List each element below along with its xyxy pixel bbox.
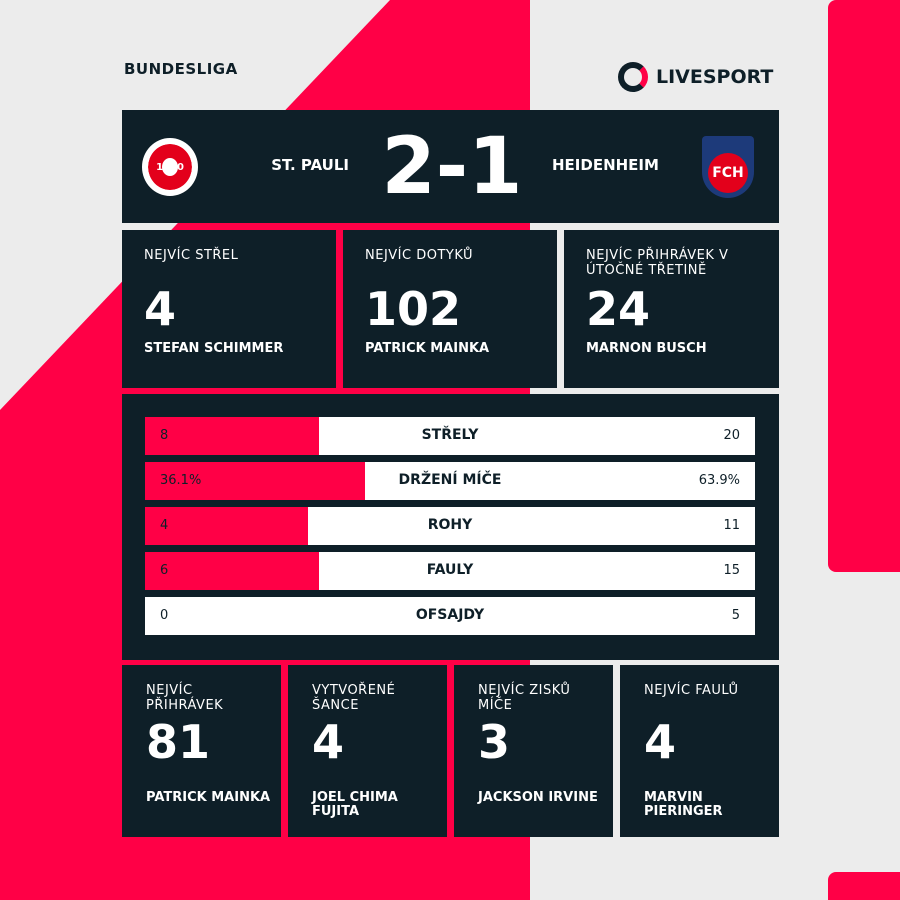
stat-label: NEJVÍC FAULŮ xyxy=(644,683,739,698)
stat-label: NEJVÍC PŘIHRÁVEK V ÚTOČNÉ TŘETINĚ xyxy=(586,248,729,278)
top-card: NEJVÍC PŘIHRÁVEK V ÚTOČNÉ TŘETINĚ 24 MARNO… xyxy=(564,230,779,388)
top-card: NEJVÍC DOTYKŮ 102 PATRICK MAINKA xyxy=(343,230,557,388)
stat-name: DRŽENÍ MÍČE xyxy=(398,472,502,488)
player-name: MARVIN PIERINGER xyxy=(644,790,723,819)
home-value: 4 xyxy=(160,518,169,533)
home-share-bar xyxy=(145,507,308,545)
player-name: PATRICK MAINKA xyxy=(146,790,271,805)
stat-name: FAULY xyxy=(426,562,474,578)
league-title: BUNDESLIGA xyxy=(124,60,238,78)
away-value: 63.9% xyxy=(698,473,740,488)
home-share-bar xyxy=(145,462,366,500)
stat-label: NEJVÍC ZISKŮ MÍČE xyxy=(478,683,571,713)
home-value: 36.1% xyxy=(160,473,202,488)
score: 2-1 xyxy=(381,122,523,212)
away-value: 15 xyxy=(723,563,740,578)
bottom-card: NEJVÍC ZISKŮ MÍČE 3 JACKSON IRVINE xyxy=(454,665,613,837)
st-pauli-crest-icon: 1910 xyxy=(142,138,198,196)
home-value: 0 xyxy=(160,608,169,623)
stat-row: 4 ROHY 11 xyxy=(145,507,755,545)
away-value: 5 xyxy=(731,608,740,623)
player-name: MARNON BUSCH xyxy=(586,341,707,356)
player-name: JACKSON IRVINE xyxy=(478,790,598,805)
stat-label: NEJVÍC STŘEL xyxy=(144,248,239,263)
bottom-card: VYTVOŘENÉ ŠANCE 4 JOEL CHIMA FUJITA xyxy=(288,665,447,837)
stat-label: NEJVÍC PŘIHRÁVEK xyxy=(146,683,224,713)
stat-name: STŘELY xyxy=(421,427,479,443)
home-value: 8 xyxy=(160,428,169,443)
player-name: PATRICK MAINKA xyxy=(365,341,490,356)
home-value: 6 xyxy=(160,563,169,578)
bottom-card: NEJVÍC FAULŮ 4 MARVIN PIERINGER xyxy=(620,665,779,837)
stat-name: OFSAJDY xyxy=(415,607,485,623)
player-name: STEFAN SCHIMMER xyxy=(144,341,284,356)
away-team: HEIDENHEIM xyxy=(552,156,659,174)
stat-value: 4 xyxy=(144,282,177,336)
home-share-bar xyxy=(145,552,320,590)
home-share-bar xyxy=(145,417,320,455)
stat-label: VYTVOŘENÉ ŠANCE xyxy=(312,683,396,713)
stat-row: 8 STŘELY 20 xyxy=(145,417,755,455)
top-card: NEJVÍC STŘEL 4 STEFAN SCHIMMER xyxy=(122,230,336,388)
brand-name: LIVESPORT xyxy=(656,66,774,88)
heidenheim-crest-icon: FCH xyxy=(702,136,754,198)
livesport-logo-icon xyxy=(618,62,648,92)
stat-label: NEJVÍC DOTYKŮ xyxy=(365,248,474,263)
away-value: 20 xyxy=(723,428,740,443)
stat-value: 3 xyxy=(478,715,511,769)
home-team: ST. PAULI xyxy=(271,156,349,174)
match-header: 1910 ST. PAULI 2-1 HEIDENHEIM FCH xyxy=(122,110,779,223)
stat-value: 81 xyxy=(146,715,211,769)
away-value: 11 xyxy=(723,518,740,533)
player-name: JOEL CHIMA FUJITA xyxy=(312,790,398,819)
stat-row: 36.1% DRŽENÍ MÍČE 63.9% xyxy=(145,462,755,500)
stat-value: 102 xyxy=(365,282,462,336)
bottom-card: NEJVÍC PŘIHRÁVEK 81 PATRICK MAINKA xyxy=(122,665,281,837)
stat-value: 4 xyxy=(312,715,345,769)
livesport-logo: LIVESPORT xyxy=(618,62,773,92)
stat-row: 6 FAULY 15 xyxy=(145,552,755,590)
stat-name: ROHY xyxy=(427,517,473,533)
stat-value: 4 xyxy=(644,715,677,769)
stats-panel: 8 STŘELY 20 36.1% DRŽENÍ MÍČE 63.9% 4 RO… xyxy=(122,394,779,660)
stat-value: 24 xyxy=(586,282,651,336)
stat-row: 0 OFSAJDY 5 xyxy=(145,597,755,635)
